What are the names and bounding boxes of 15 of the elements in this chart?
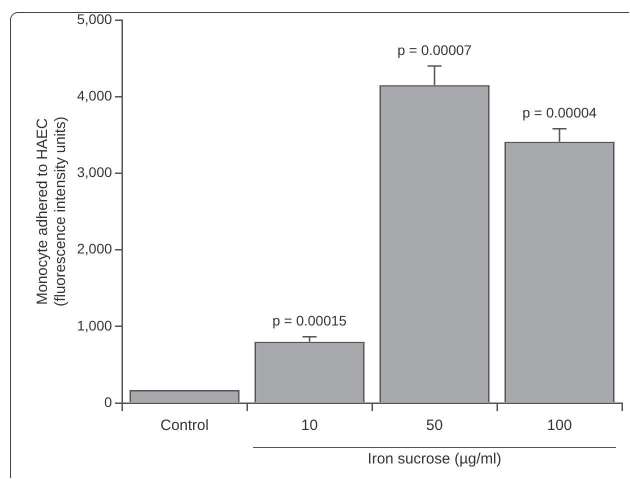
x-tick-label: Control xyxy=(160,417,209,434)
x-tick-label: 50 xyxy=(426,417,443,434)
annotation: p = 0.00015 xyxy=(272,312,347,329)
y-tick-label: 4,000 xyxy=(76,87,112,104)
x-tick-label: 10 xyxy=(301,417,318,434)
annotation: p = 0.00007 xyxy=(397,42,472,58)
annotation: p = 0.00004 xyxy=(522,104,597,121)
y-tick-label: 1,000 xyxy=(76,317,112,334)
x-tick-label: 100 xyxy=(546,417,572,434)
y-tick-label: 5,000 xyxy=(76,10,112,27)
y-tick-label: 2,000 xyxy=(76,240,112,257)
y-tick-label: 0 xyxy=(104,394,112,410)
y-tick-label: 3,000 xyxy=(76,164,112,180)
x-axis-title: Iron sucrose (µg/ml) xyxy=(368,450,502,468)
y-axis-title: Monocyte adhered to HAEC (fluorescence intensity units) xyxy=(34,116,70,307)
